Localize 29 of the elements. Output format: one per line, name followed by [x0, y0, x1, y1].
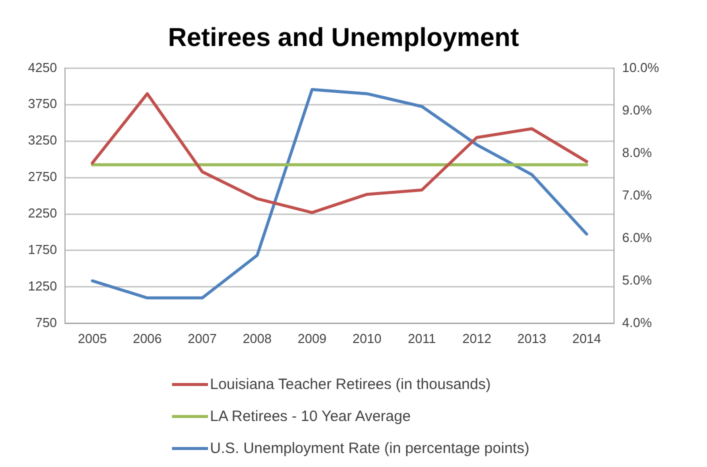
y-tick-label: 750: [35, 314, 57, 330]
x-tick-label: 2005: [78, 330, 107, 346]
x-tick-label: 2010: [352, 330, 382, 346]
y-tick-label: 1750: [28, 242, 57, 258]
y2-tick-label: 4.0%: [622, 314, 652, 330]
y2-tick-label: 5.0%: [622, 272, 652, 288]
x-tick-label: 2008: [242, 330, 272, 346]
x-tick-label: 2012: [462, 330, 492, 346]
legend-label: LA Retirees - 10 Year Average: [210, 408, 411, 424]
y-tick-label: 2250: [28, 206, 57, 221]
y2-tick-label: 8.0%: [622, 144, 652, 160]
y2-tick-label: 7.0%: [622, 187, 652, 202]
y-tick-label: 3750: [28, 96, 57, 112]
y-tick-label: 4250: [28, 60, 57, 75]
x-tick-label: 2007: [188, 330, 217, 346]
y2-tick-label: 10.0%: [622, 60, 660, 75]
y-tick-label: 2750: [28, 169, 57, 184]
legend-label: U.S. Unemployment Rate (in percentage points): [210, 440, 530, 456]
x-tick-label: 2013: [517, 330, 546, 346]
x-tick-label: 2006: [132, 330, 162, 346]
x-tick-label: 2014: [572, 330, 602, 346]
legend-label: Louisiana Teacher Retirees (in thousands): [210, 376, 491, 392]
x-tick-label: 2009: [298, 330, 327, 346]
y-tick-label: 1250: [28, 278, 57, 294]
x-tick-label: 2011: [408, 330, 436, 346]
chart-title: Retirees and Unemployment: [168, 22, 520, 52]
y2-tick-label: 6.0%: [622, 230, 652, 245]
y-tick-label: 3250: [28, 132, 57, 148]
y2-tick-label: 9.0%: [622, 102, 652, 118]
